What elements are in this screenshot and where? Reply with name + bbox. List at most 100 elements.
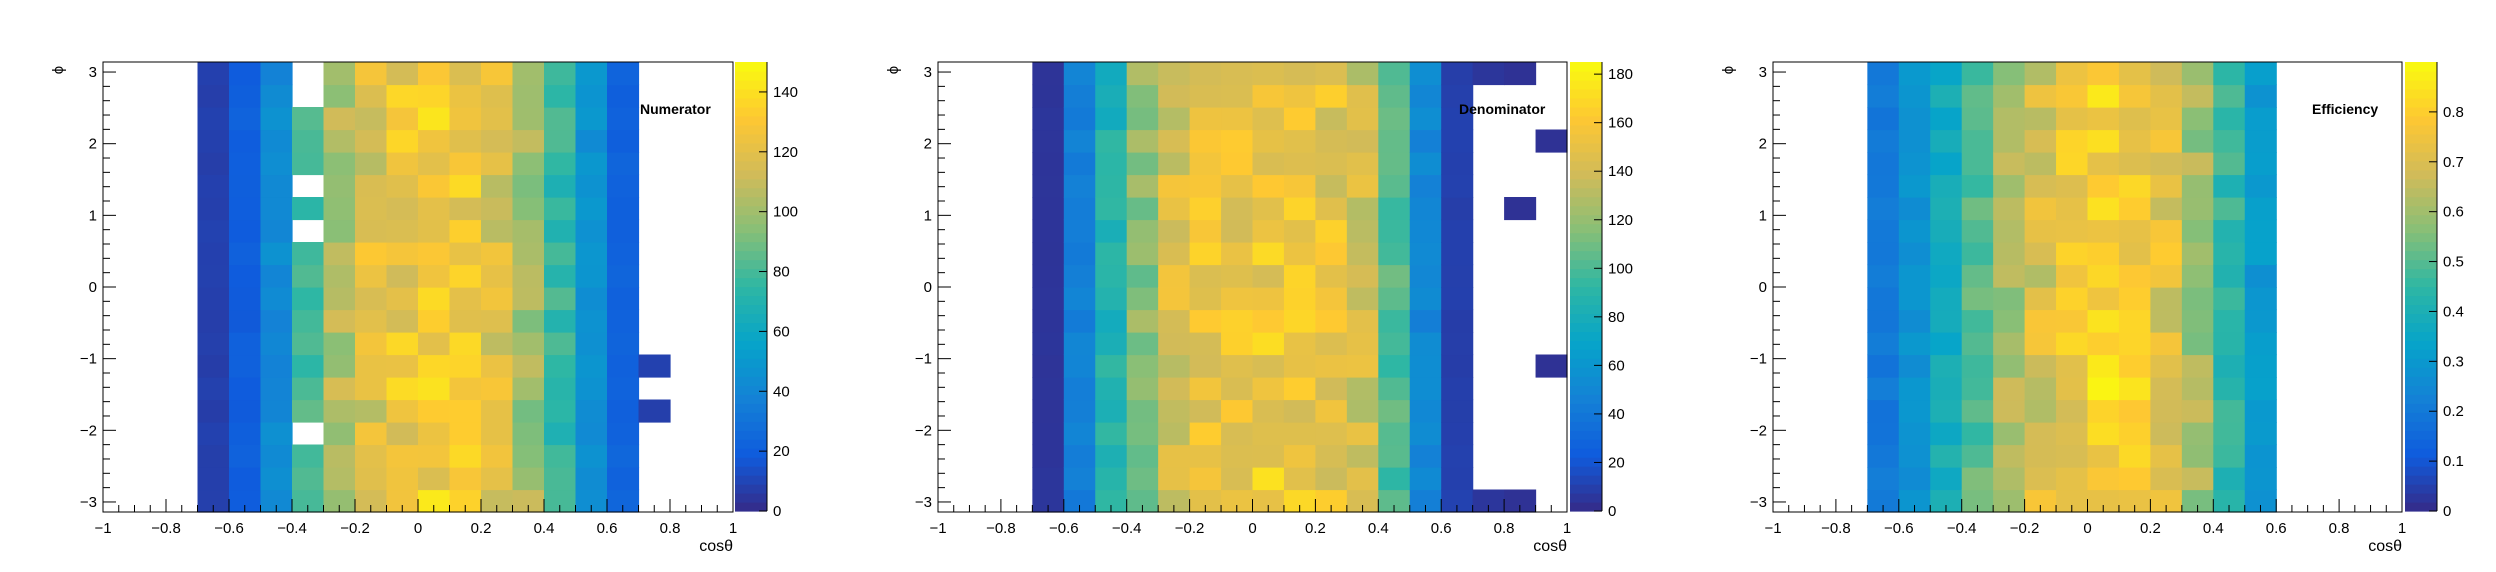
heatmap-cell — [1032, 489, 1065, 513]
heatmap-cell — [1126, 242, 1159, 266]
heatmap-cell — [1095, 174, 1128, 198]
heatmap-cell — [2150, 174, 2183, 198]
heatmap-cell — [1063, 399, 1096, 423]
heatmap-cell — [1095, 489, 1128, 513]
heatmap-cell — [2118, 62, 2151, 86]
heatmap-cell — [1993, 354, 2026, 378]
heatmap-cell — [1867, 62, 1900, 86]
heatmap-cell — [2118, 489, 2151, 513]
heatmap-cell — [1126, 332, 1159, 356]
heatmap-cell — [512, 107, 545, 131]
heatmap-cell — [323, 174, 356, 198]
heatmap-cell — [575, 332, 608, 356]
color-bar-segment — [1570, 169, 1602, 180]
heatmap-cell — [229, 219, 262, 243]
heatmap-cell — [2118, 332, 2151, 356]
heatmap-cell — [1221, 152, 1254, 176]
heatmap-cell — [1189, 287, 1222, 311]
heatmap-cell — [1898, 444, 1931, 468]
heatmap-cell — [1378, 332, 1411, 356]
color-bar-segment — [2405, 385, 2437, 395]
heatmap-cell — [1961, 399, 1994, 423]
heatmap-cell — [449, 354, 482, 378]
heatmap-cell — [2244, 242, 2277, 266]
heatmap-cell — [1930, 62, 1963, 86]
heatmap-cell — [1221, 174, 1254, 198]
heatmap-cell — [197, 174, 230, 198]
heatmap-cell — [1221, 62, 1254, 86]
heatmap-cell — [1126, 489, 1159, 513]
color-bar-tick-label: 0.5 — [2443, 254, 2464, 271]
heatmap-cell — [197, 422, 230, 446]
heatmap-cell — [2244, 489, 2277, 513]
heatmap-cell — [2213, 62, 2246, 86]
heatmap-cell — [575, 444, 608, 468]
color-bar-segment — [1570, 331, 1602, 341]
heatmap-cell — [1346, 489, 1379, 513]
heatmap-cell — [575, 107, 608, 131]
heatmap-cell — [2181, 242, 2214, 266]
heatmap-cell — [1315, 107, 1348, 131]
heatmap-cell — [2056, 197, 2089, 221]
heatmap-cell — [1378, 354, 1411, 378]
heatmap-cell — [418, 174, 451, 198]
heatmap-cell — [2244, 84, 2277, 108]
y-tick-label: 1 — [1759, 207, 1767, 224]
heatmap-cell — [229, 287, 262, 311]
heatmap-cell — [2181, 84, 2214, 108]
heatmap-cell — [1221, 422, 1254, 446]
color-bar-tick-label: 180 — [1608, 66, 1633, 83]
heatmap-cell — [2056, 242, 2089, 266]
color-bar-segment — [1570, 367, 1602, 377]
heatmap-cell — [1961, 197, 1994, 221]
heatmap-cell — [1409, 489, 1442, 513]
heatmap-cell — [1063, 332, 1096, 356]
heatmap-cell — [2118, 84, 2151, 108]
heatmap-cell — [2244, 467, 2277, 491]
heatmap-cell — [512, 287, 545, 311]
heatmap-cell — [512, 399, 545, 423]
heatmap-cell — [386, 197, 419, 221]
heatmap-cell — [1189, 107, 1222, 131]
color-bar-segment — [735, 268, 767, 279]
heatmap-cell — [323, 309, 356, 333]
heatmap-cell — [355, 107, 388, 131]
color-bar-segment — [1570, 259, 1602, 270]
color-bar-segment — [735, 439, 767, 449]
color-bar-segment — [1570, 97, 1602, 108]
color-bar-segment — [1570, 385, 1602, 395]
heatmap-cell — [2024, 332, 2057, 356]
heatmap-cell — [260, 377, 293, 401]
heatmap-cell — [481, 332, 514, 356]
color-bar-tick-label: 140 — [1608, 163, 1633, 180]
heatmap-cell — [1189, 242, 1222, 266]
heatmap-cell — [1867, 107, 1900, 131]
color-bar-segment — [735, 403, 767, 413]
heatmap-cell — [1378, 444, 1411, 468]
color-bar-tick-label: 40 — [773, 383, 790, 400]
heatmap-cell — [1221, 489, 1254, 513]
color-bar-segment — [2405, 430, 2437, 440]
heatmap-cell — [1993, 174, 2026, 198]
color-bar-segment — [2405, 322, 2437, 332]
heatmap-cell — [449, 467, 482, 491]
heatmap-cell — [1993, 197, 2026, 221]
heatmap-cell — [260, 84, 293, 108]
color-bar-segment — [2405, 133, 2437, 144]
heatmap-cell — [1189, 219, 1222, 243]
heatmap-cell — [197, 377, 230, 401]
heatmap-cell — [2244, 107, 2277, 131]
heatmap-cell — [512, 489, 545, 513]
heatmap-cell — [2150, 399, 2183, 423]
heatmap-cell — [1993, 309, 2026, 333]
heatmap-cell — [575, 197, 608, 221]
heatmap-cell — [1378, 422, 1411, 446]
heatmap-cell — [512, 332, 545, 356]
heatmap-cell — [1378, 377, 1411, 401]
heatmap-cell — [1221, 107, 1254, 131]
heatmap-cell — [418, 264, 451, 288]
heatmap-cell — [323, 354, 356, 378]
heatmap-cell — [1898, 129, 1931, 153]
heatmap-cell — [386, 467, 419, 491]
heatmap-cell — [2056, 467, 2089, 491]
